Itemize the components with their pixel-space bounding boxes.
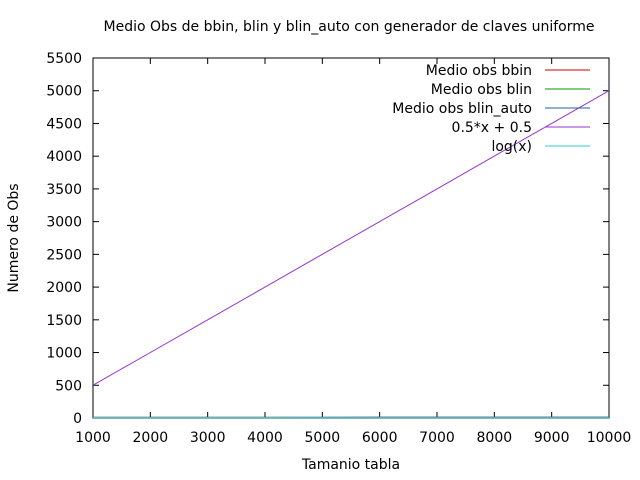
- legend-entry-label: Medio obs blin_auto: [392, 101, 532, 117]
- x-tick-label: 1000: [75, 430, 111, 446]
- y-tick-label: 1000: [46, 346, 82, 362]
- chart-title: Medio Obs de bbin, blin y blin_auto con …: [104, 19, 595, 35]
- axis-ticks: 0 500 1000 1500 2000 2500 3000 3500 4000 4500 5000…: [46, 51, 631, 446]
- series-lines: [92, 90, 610, 419]
- y-tick-label: 3500: [46, 182, 82, 198]
- x-tick-label: 3000: [190, 430, 226, 446]
- x-tick-label: 5000: [305, 430, 341, 446]
- y-tick-label: 1500: [46, 313, 82, 329]
- legend-entry-label: 0.5*x + 0.5: [452, 120, 532, 136]
- x-tick-label: 2000: [133, 430, 169, 446]
- y-tick-label: 2000: [46, 280, 82, 296]
- x-axis-label: Tamanio tabla: [301, 457, 400, 473]
- series-line-3: [92, 90, 610, 386]
- legend-entry-label: Medio obs blin: [431, 82, 532, 98]
- y-tick-label: 500: [55, 378, 82, 394]
- y-tick-label: 5000: [46, 84, 82, 100]
- x-tick-label: 7000: [419, 430, 455, 446]
- x-tick-label: 10000: [587, 430, 632, 446]
- y-tick-label: 4000: [46, 149, 82, 165]
- y-tick-label: 5500: [46, 51, 82, 67]
- y-tick-label: 2500: [46, 247, 82, 263]
- x-tick-label: 6000: [362, 430, 398, 446]
- y-tick-label: 4500: [46, 116, 82, 132]
- legend-entry-label: log(x): [491, 139, 532, 155]
- legend: Medio obs bbin Medio obs blin Medio obs bl…: [392, 63, 590, 155]
- y-tick-label: 0: [73, 411, 82, 427]
- x-tick-label: 9000: [534, 430, 570, 446]
- y-tick-label: 3000: [46, 215, 82, 231]
- y-axis-label: Numero de Obs: [6, 183, 22, 292]
- x-tick-label: 8000: [477, 430, 513, 446]
- x-tick-label: 4000: [247, 430, 283, 446]
- legend-entry-label: Medio obs bbin: [426, 63, 532, 79]
